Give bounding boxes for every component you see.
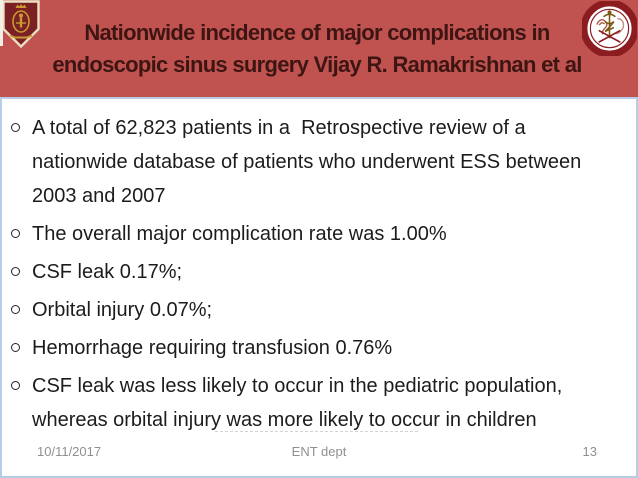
circle-bullet-icon xyxy=(11,381,20,390)
list-item: A total of 62,823 patients in a Retrospe… xyxy=(10,111,614,213)
list-item: The overall major complication rate was … xyxy=(10,217,614,251)
circle-bullet-icon xyxy=(11,123,20,132)
bullet-text: A total of 62,823 patients in a Retrospe… xyxy=(32,117,587,207)
institution-shield-icon xyxy=(2,0,40,48)
text-placeholder-edge xyxy=(215,431,418,432)
bullet-text: CSF leak was less likely to occur in the… xyxy=(32,375,568,431)
ent-society-seal-icon xyxy=(582,1,637,56)
bullet-text: The overall major complication rate was … xyxy=(32,223,447,245)
slide-header: Nationwide incidence of major complicati… xyxy=(0,0,638,97)
bullet-text: Hemorrhage requiring transfusion 0.76% xyxy=(32,337,393,359)
bullet-text: Orbital injury 0.07%; xyxy=(32,299,213,321)
list-item: CSF leak 0.17%; xyxy=(10,255,614,289)
circle-bullet-icon xyxy=(11,305,20,314)
circle-bullet-icon xyxy=(11,267,20,276)
bullet-text: CSF leak 0.17%; xyxy=(32,261,183,283)
slide-title-line-1: Nationwide incidence of major complicati… xyxy=(84,20,550,45)
header-corner-sliver xyxy=(0,0,3,46)
footer-department: ENT dept xyxy=(291,444,347,459)
footer-page-number: 13 xyxy=(582,444,597,459)
slide-title: Nationwide incidence of major complicati… xyxy=(48,17,586,81)
slide-footer: 10/11/2017 ENT dept 13 xyxy=(2,444,636,462)
slide-title-line-2: endoscopic sinus surgery Vijay R. Ramakr… xyxy=(52,52,582,77)
circle-bullet-icon xyxy=(11,343,20,352)
footer-date: 10/11/2017 xyxy=(37,444,102,459)
list-item: CSF leak was less likely to occur in the… xyxy=(10,369,614,437)
bullet-list: A total of 62,823 patients in a Retrospe… xyxy=(10,111,614,441)
list-item: Orbital injury 0.07%; xyxy=(10,293,614,327)
list-item: Hemorrhage requiring transfusion 0.76% xyxy=(10,331,614,365)
circle-bullet-icon xyxy=(11,229,20,238)
slide-body-area xyxy=(0,97,638,478)
